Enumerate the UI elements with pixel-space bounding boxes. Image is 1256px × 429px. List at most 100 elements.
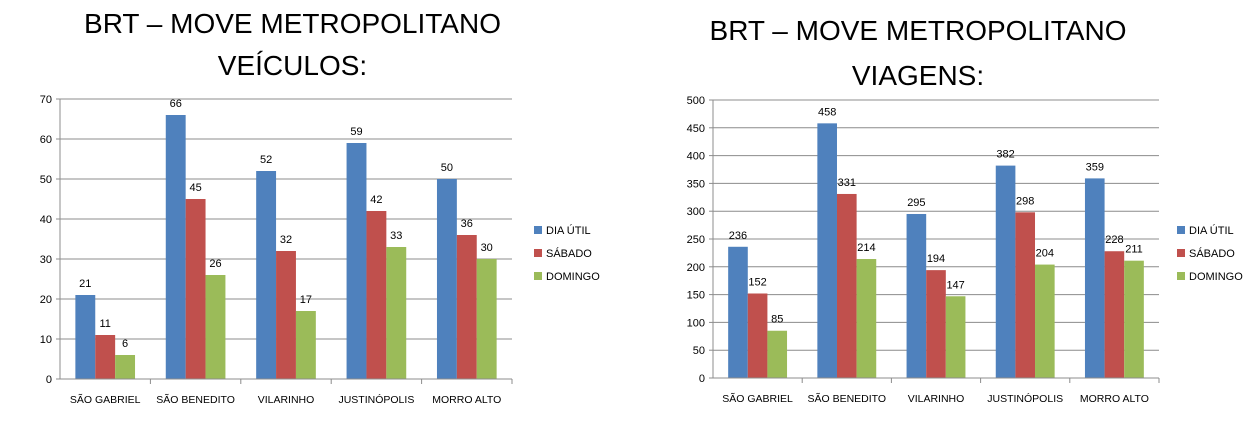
data-label: 45 bbox=[189, 182, 201, 194]
chart-title-line-1: BRT – MOVE METROPOLITANO bbox=[84, 8, 501, 39]
bar bbox=[346, 143, 367, 379]
bar bbox=[115, 355, 136, 379]
legend-label: DOMINGO bbox=[546, 271, 600, 283]
legend-label: SÁBADO bbox=[546, 247, 592, 260]
x-category-label: JUSTINÓPOLIS bbox=[987, 392, 1063, 405]
y-tick-label: 0 bbox=[699, 373, 705, 385]
chart-title-line-2: VEÍCULOS: bbox=[217, 50, 368, 81]
y-tick-label: 70 bbox=[40, 94, 52, 106]
y-tick-label: 350 bbox=[687, 178, 705, 190]
bar bbox=[75, 295, 96, 379]
y-tick-label: 40 bbox=[40, 214, 52, 226]
data-label: 66 bbox=[170, 98, 182, 110]
bar bbox=[366, 211, 387, 379]
legend-label: DIA ÚTIL bbox=[546, 224, 591, 237]
vehicles-bar-chart: 0 10 20 30 40 50 60 70 SÃO GABRIEL 21 11 6 SÃO BENED… bbox=[40, 94, 600, 406]
data-label: 33 bbox=[390, 230, 402, 242]
y-tick-label: 50 bbox=[40, 174, 52, 186]
vehicles-chart-panel: BRT – MOVE METROPOLITANO VEÍCULOS: 0 10 20… bbox=[40, 8, 600, 406]
legend-label: DOMINGO bbox=[1189, 271, 1243, 283]
bar bbox=[995, 165, 1016, 378]
data-label: 458 bbox=[818, 106, 836, 118]
bar bbox=[836, 193, 857, 378]
data-label: 11 bbox=[99, 318, 110, 330]
data-label: 36 bbox=[461, 218, 473, 230]
data-label: 32 bbox=[280, 234, 292, 246]
data-label: 298 bbox=[1016, 195, 1034, 207]
y-tick-label: 60 bbox=[40, 134, 52, 146]
data-label: 42 bbox=[370, 194, 382, 206]
x-category-label: SÃO GABRIEL bbox=[70, 393, 141, 406]
data-label: 204 bbox=[1036, 248, 1054, 260]
data-label: 147 bbox=[946, 279, 964, 291]
bar bbox=[945, 296, 966, 378]
data-label: 194 bbox=[927, 253, 945, 265]
bar bbox=[747, 293, 768, 378]
legend-swatch bbox=[1177, 226, 1185, 234]
bar bbox=[185, 199, 206, 379]
bar bbox=[1015, 212, 1036, 378]
bar bbox=[767, 330, 788, 378]
legend-label: DIA ÚTIL bbox=[1189, 224, 1234, 237]
y-tick-label: 150 bbox=[687, 290, 705, 302]
bar bbox=[205, 275, 226, 379]
x-category-label: JUSTINÓPOLIS bbox=[338, 393, 414, 406]
y-tick-label: 500 bbox=[687, 95, 705, 107]
data-label: 359 bbox=[1086, 161, 1104, 173]
data-label: 214 bbox=[857, 242, 875, 254]
bar bbox=[817, 123, 837, 379]
bar bbox=[926, 270, 946, 378]
y-tick-label: 400 bbox=[687, 151, 705, 163]
trips-chart-panel: BRT – MOVE METROPOLITANO VIAGENS: 0 50 100… bbox=[628, 0, 1256, 429]
bar bbox=[95, 335, 116, 379]
x-category-label: VILARINHO bbox=[908, 393, 965, 405]
bar bbox=[1124, 260, 1144, 378]
x-category-label: VILARINHO bbox=[258, 394, 315, 406]
y-tick-label: 20 bbox=[40, 294, 52, 306]
x-category-label: MORRO ALTO bbox=[432, 394, 501, 406]
trips-bar-chart: 0 50 100 150 200 250 300 350 400 450 500 SÃO GABRIE… bbox=[687, 95, 1244, 405]
bar bbox=[386, 247, 407, 379]
bar bbox=[456, 235, 477, 379]
y-tick-label: 200 bbox=[687, 262, 705, 274]
data-label: 52 bbox=[260, 154, 272, 166]
data-label: 236 bbox=[729, 230, 747, 242]
y-tick-label: 0 bbox=[46, 374, 52, 386]
data-label: 21 bbox=[79, 278, 91, 290]
bar bbox=[1104, 251, 1125, 378]
legend-label: SÁBADO bbox=[1189, 247, 1235, 260]
data-label: 17 bbox=[300, 294, 312, 306]
x-category-label: SÃO BENEDITO bbox=[808, 392, 887, 405]
data-label: 331 bbox=[838, 177, 856, 189]
y-tick-label: 250 bbox=[687, 234, 705, 246]
bar bbox=[165, 115, 186, 379]
data-label: 382 bbox=[996, 149, 1014, 161]
data-label: 50 bbox=[441, 162, 453, 174]
legend-swatch bbox=[1177, 249, 1185, 257]
y-tick-label: 30 bbox=[40, 254, 52, 266]
legend-swatch bbox=[534, 226, 542, 234]
legend-swatch bbox=[1177, 272, 1185, 280]
data-label: 30 bbox=[481, 242, 493, 254]
bar bbox=[436, 179, 457, 379]
legend-swatch bbox=[534, 272, 542, 280]
data-label: 211 bbox=[1125, 244, 1143, 256]
legend-swatch bbox=[534, 249, 542, 257]
chart-title-line-1: BRT – MOVE METROPOLITANO bbox=[709, 15, 1127, 46]
y-tick-label: 450 bbox=[687, 123, 705, 135]
bar bbox=[906, 213, 927, 378]
x-category-label: MORRO ALTO bbox=[1080, 393, 1149, 405]
bar bbox=[476, 259, 497, 379]
y-tick-label: 100 bbox=[687, 317, 705, 329]
data-label: 59 bbox=[350, 126, 362, 138]
y-tick-label: 50 bbox=[693, 345, 705, 357]
x-category-label: SÃO GABRIEL bbox=[722, 392, 793, 405]
bar bbox=[256, 171, 277, 379]
bar bbox=[1035, 264, 1055, 378]
data-label: 85 bbox=[771, 314, 783, 326]
x-category-label: SÃO BENEDITO bbox=[156, 393, 235, 406]
data-label: 6 bbox=[122, 338, 128, 350]
data-label: 152 bbox=[748, 276, 766, 288]
data-label: 295 bbox=[907, 197, 925, 209]
chart-title-line-2: VIAGENS: bbox=[851, 60, 985, 91]
